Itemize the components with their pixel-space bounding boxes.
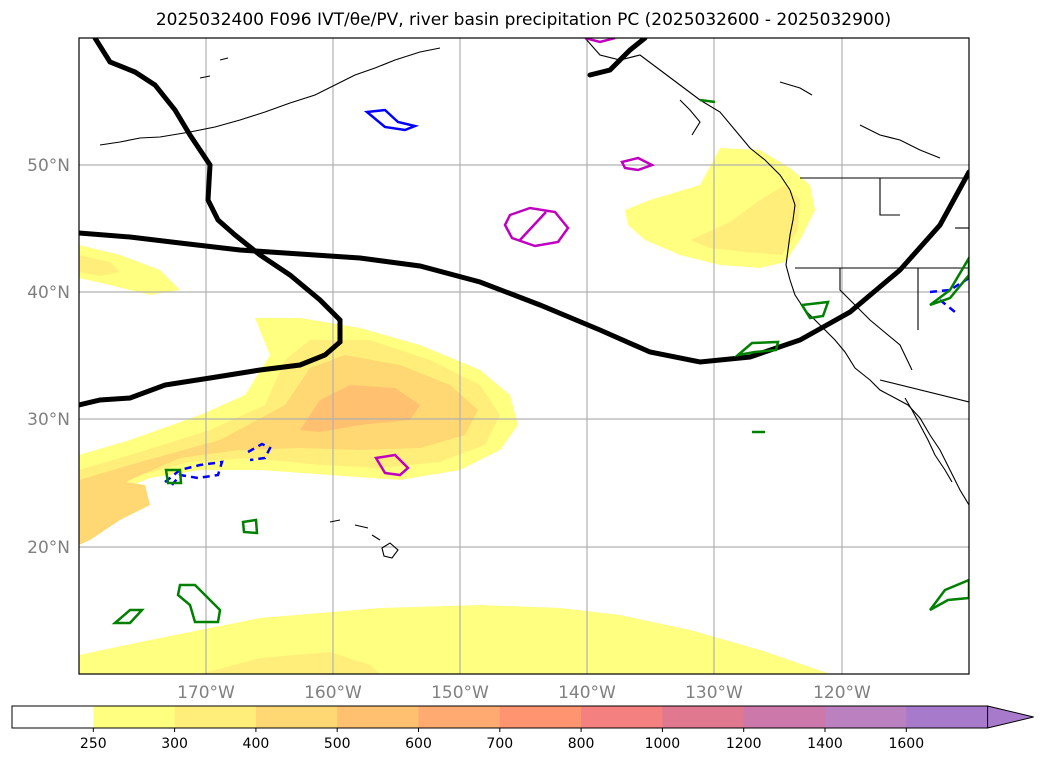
colorbar-segment — [662, 706, 745, 728]
colorbar-tick-label: 300 — [161, 736, 188, 752]
magenta-contour-1-inner — [519, 211, 547, 241]
colorbar-segment — [12, 706, 94, 728]
ivt-shading — [79, 148, 830, 674]
ivt-west-band — [79, 245, 180, 295]
colorbar-tick-label: 1000 — [645, 736, 681, 752]
colorbar: 250 300 400 500 600 700 800 1000 1200 1400 1600 — [11, 705, 1034, 752]
ivt-plume-west-core — [79, 480, 150, 545]
lon-label: 130°W — [685, 683, 743, 703]
colorbar-tick-label: 800 — [568, 736, 595, 752]
lon-labels: 170°W 160°W 150°W 140°W 130°W 120°W — [177, 683, 871, 703]
pc-contours — [111, 98, 969, 625]
ivt-south-band-l2 — [200, 652, 380, 674]
colorbar-segment — [581, 706, 663, 728]
magenta-contour-3 — [373, 453, 410, 477]
pv-contour-2 — [164, 460, 224, 486]
pc-contour-2 — [733, 340, 780, 358]
ivt-south-band — [79, 605, 830, 674]
magenta-contour-2 — [620, 156, 656, 172]
theta-e-contour-main — [79, 169, 969, 365]
colorbar-extend-arrow — [987, 705, 1034, 729]
colorbar-tick-label: 700 — [486, 736, 513, 752]
magenta-contours — [373, 38, 656, 477]
ivt-nw-plume-l2 — [690, 185, 800, 255]
colorbar-segment — [499, 706, 582, 728]
colorbar-tick-label: 250 — [80, 736, 107, 752]
colorbar-tick-label: 1200 — [726, 736, 762, 752]
graticule — [79, 38, 969, 674]
lon-label: 120°W — [813, 683, 871, 703]
lon-label: 140°W — [558, 683, 616, 703]
theta-e-contours — [79, 38, 969, 408]
lat-label: 40°N — [27, 283, 70, 303]
lon-label: 170°W — [177, 683, 235, 703]
pv-contour-1 — [363, 108, 420, 132]
pv-contours — [164, 108, 969, 486]
lat-label: 30°N — [27, 410, 70, 430]
colorbar-segment — [337, 706, 419, 728]
colorbar-segment — [174, 706, 257, 728]
lon-label: 160°W — [304, 683, 362, 703]
map-area — [79, 38, 969, 674]
colorbar-segment — [255, 706, 338, 728]
lat-labels: 50°N 40°N 30°N 20°N — [27, 156, 70, 558]
colorbar-segment — [906, 706, 989, 728]
pc-contour-5 — [111, 608, 145, 625]
theta-e-contour-north — [587, 38, 648, 78]
colorbar-tick-label: 1400 — [807, 736, 843, 752]
map-title: 2025032400 F096 IVT/θe/PV, river basin p… — [155, 10, 892, 30]
pc-contour-8 — [929, 578, 969, 612]
colorbar-tick-label: 500 — [324, 736, 351, 752]
colorbar-segment — [418, 706, 501, 728]
pc-contour-4 — [176, 583, 222, 624]
pc-contour-1 — [799, 300, 830, 320]
pc-contour-10 — [699, 98, 716, 104]
colorbar-tick-label: 1600 — [888, 736, 924, 752]
theta-e-contour-loop — [79, 38, 343, 408]
map-frame — [78, 37, 970, 675]
pv-contour-4 — [929, 276, 969, 294]
ivt-west-band-l2 — [79, 255, 120, 276]
pv-contour-5 — [939, 299, 956, 313]
pv-contour-3 — [247, 442, 272, 462]
lat-label: 20°N — [27, 538, 70, 558]
colorbar-segment — [825, 706, 907, 728]
magenta-contour-top — [584, 38, 616, 44]
colorbar-tick-label: 400 — [243, 736, 270, 752]
colorbar-segment — [743, 706, 826, 728]
colorbar-segment — [93, 706, 176, 728]
colorbar-tick-label: 600 — [405, 736, 432, 752]
pc-contour-6 — [241, 518, 259, 535]
lon-label: 150°W — [431, 683, 489, 703]
pc-contour-7 — [164, 468, 183, 485]
ivt-plume-l4 — [300, 385, 420, 432]
pc-contour-9 — [929, 255, 969, 307]
magenta-contour-1 — [503, 206, 570, 248]
lat-label: 50°N — [27, 156, 70, 176]
